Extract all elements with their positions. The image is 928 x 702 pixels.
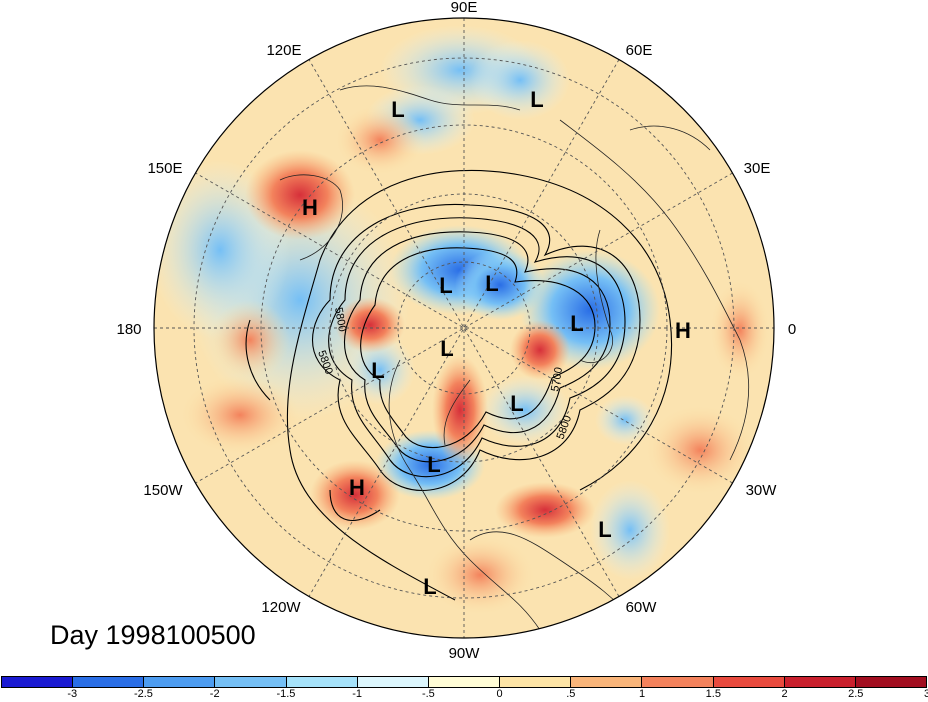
colorbar-tick-label: -2.5 [133, 688, 153, 700]
lon-label-30e: 30E [744, 160, 771, 177]
low-center: L [427, 452, 440, 477]
lon-label-60w: 60W [626, 599, 658, 616]
colorbar-swatch [428, 677, 501, 687]
low-center: L [440, 336, 453, 361]
lon-label-180: 180 [116, 321, 141, 338]
high-center: H [675, 318, 691, 343]
colorbar-tick-label: 0 [496, 688, 503, 700]
colorbar-tick-labels: -3 -2.5 -2 -1.5 -1 -.5 0 .5 1 1.5 2 2.5 3 [0, 688, 928, 702]
low-center: L [530, 87, 543, 112]
colorbar-swatch [144, 677, 216, 687]
colorbar-swatch [713, 677, 785, 687]
contour-label: 5700 [549, 366, 565, 392]
colorbar-tick-label: -2 [209, 688, 220, 700]
lon-label-60e: 60E [626, 42, 653, 59]
high-center: H [349, 475, 365, 500]
date-title: Day 1998100500 [50, 620, 256, 650]
colorbar [1, 676, 927, 688]
colorbar-swatch [2, 677, 74, 687]
colorbar-swatch [571, 677, 643, 687]
lon-label-30w: 30W [746, 482, 778, 499]
longitude-labels: 90E 60E 30E 0 30W 60W 90W 120W 150W 180 … [116, 0, 796, 662]
colorbar-swatch [500, 677, 572, 687]
low-center: L [485, 271, 498, 296]
lon-label-0: 0 [788, 321, 796, 338]
lon-label-150e: 150E [147, 160, 182, 177]
pressure-centers: L L H L L L H L L L L H L L [302, 87, 691, 599]
colorbar-tick-label: -3 [67, 688, 78, 700]
lon-label-120e: 120E [266, 42, 301, 59]
colorbar-tick-label: -1 [352, 688, 363, 700]
colorbar-swatch [73, 677, 145, 687]
lon-label-90w: 90W [449, 645, 481, 662]
colorbar-swatch [357, 677, 429, 687]
low-center: L [439, 273, 452, 298]
lon-label-150w: 150W [143, 482, 183, 499]
colorbar-swatch [215, 677, 287, 687]
low-center: L [423, 574, 436, 599]
colorbar-tick-label: -1.5 [276, 688, 296, 700]
colorbar-tick-label: 2 [781, 688, 788, 700]
high-center: H [302, 195, 318, 220]
lon-label-120w: 120W [261, 599, 301, 616]
lon-label-90e: 90E [451, 0, 478, 16]
low-center: L [510, 391, 523, 416]
colorbar-tick-label: .5 [566, 688, 576, 700]
colorbar-tick-label: 2.5 [848, 688, 864, 700]
low-center: L [391, 97, 404, 122]
map-boundary [153, 17, 775, 639]
low-center: L [570, 311, 583, 336]
height-contours [245, 169, 672, 601]
colorbar-tick-label: 3 [923, 688, 928, 700]
colorbar-swatch [286, 677, 358, 687]
polar-anomaly-map: 90E 60E 30E 0 30W 60W 90W 120W 150W 180 … [116, 0, 796, 662]
colorbar-swatch [855, 677, 927, 687]
low-center: L [371, 358, 384, 383]
low-center: L [598, 517, 611, 542]
colorbar-swatch [784, 677, 856, 687]
anomaly-field [154, 18, 774, 638]
colorbar-tick-label: 1 [639, 688, 646, 700]
colorbar-swatch [642, 677, 714, 687]
colorbar-tick-label: 1.5 [705, 688, 721, 700]
colorbar-tick-label: -.5 [421, 688, 435, 700]
graticule [154, 18, 774, 638]
contour-label: 5800 [332, 306, 348, 332]
